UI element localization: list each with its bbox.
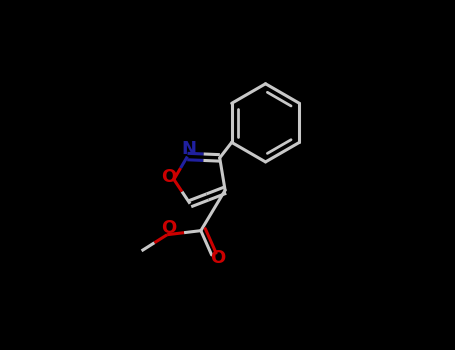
Text: O: O	[161, 219, 176, 237]
Text: N: N	[181, 140, 196, 158]
Text: O: O	[210, 248, 225, 267]
Text: O: O	[161, 168, 176, 186]
